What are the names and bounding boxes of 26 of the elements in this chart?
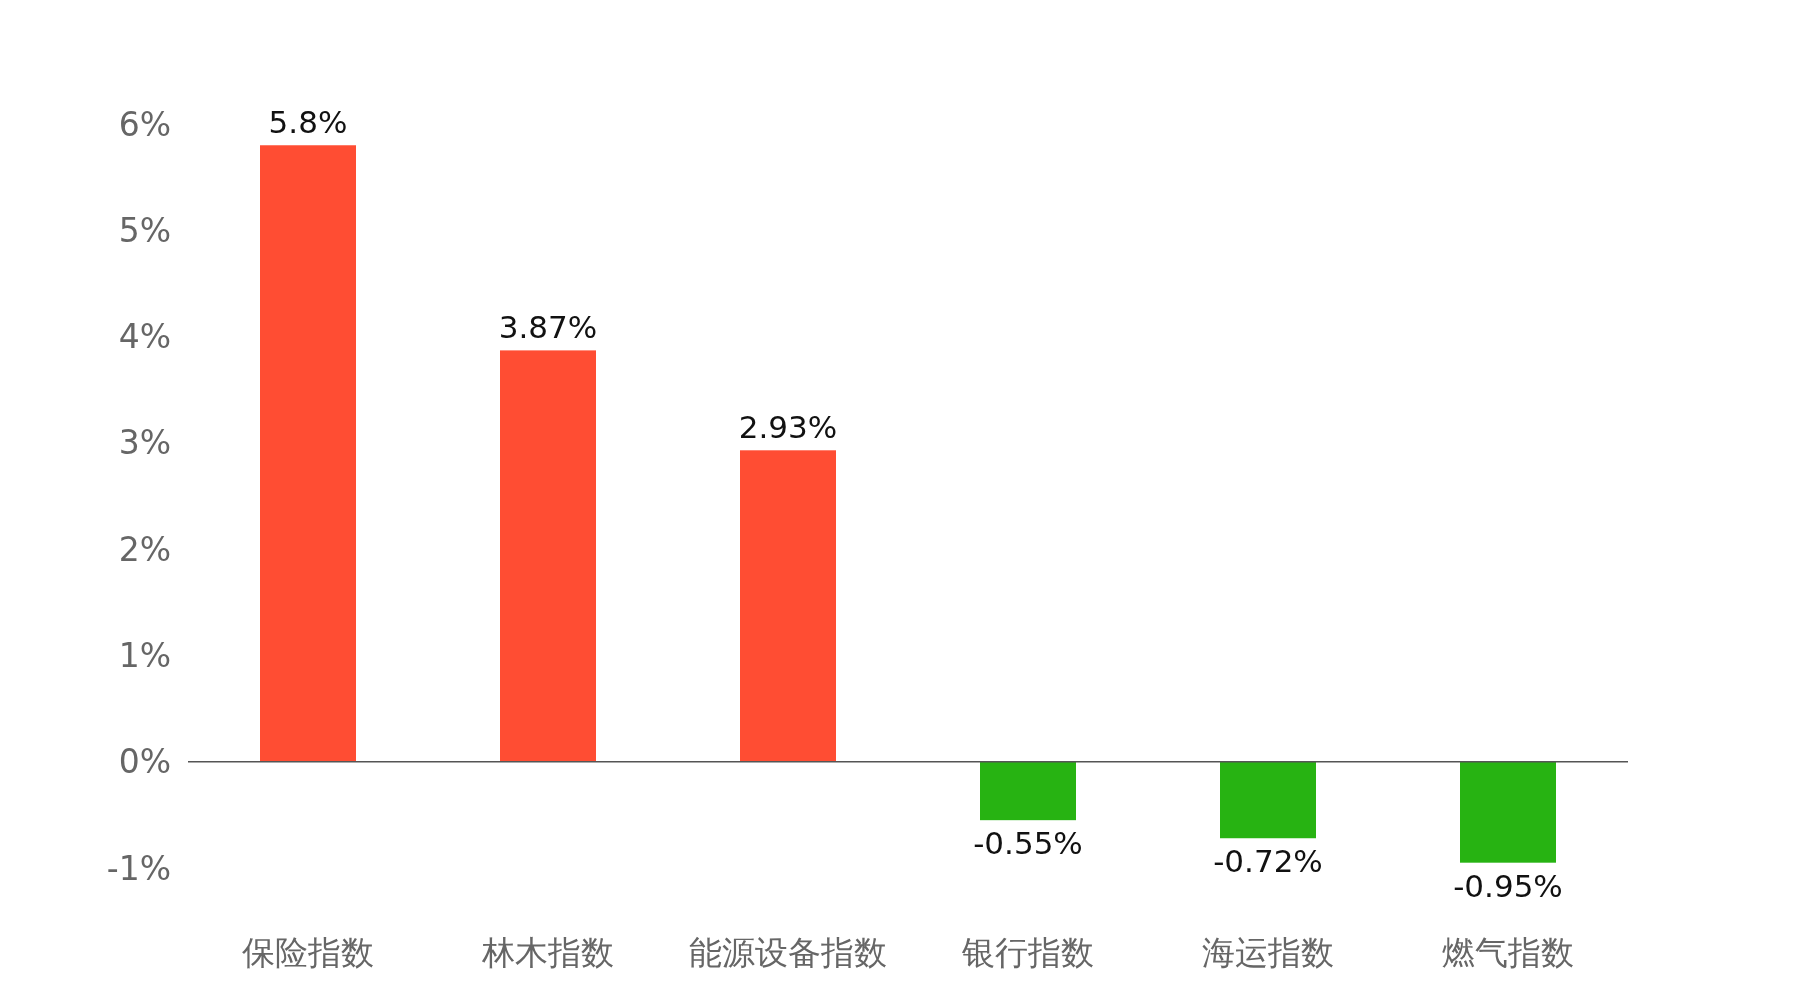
bar: [260, 145, 356, 762]
data-label: -0.95%: [1453, 867, 1563, 904]
x-tick-label: 能源设备指数: [689, 933, 887, 972]
x-tick-label: 林木指数: [481, 933, 614, 972]
y-tick-label: -1%: [106, 848, 171, 888]
data-label: 5.8%: [268, 104, 348, 141]
y-tick-label: 0%: [118, 742, 171, 782]
y-tick-label: 2%: [118, 529, 171, 569]
bar: [500, 350, 596, 762]
data-label: 2.93%: [738, 409, 838, 446]
bar: [1460, 761, 1556, 863]
y-tick-label: 4%: [118, 317, 171, 357]
data-label: -0.55%: [973, 825, 1083, 862]
bar: [1220, 761, 1316, 839]
y-tick-label: 3%: [118, 423, 171, 463]
x-tick-label: 海运指数: [1202, 933, 1334, 972]
bar: [980, 761, 1076, 821]
y-tick-label: 1%: [118, 635, 171, 675]
y-tick-label: 6%: [118, 104, 171, 144]
x-tick-label: 银行指数: [961, 933, 1094, 972]
bar: [740, 450, 836, 762]
x-tick-label: 保险指数: [242, 933, 374, 972]
x-tick-label: 燃气指数: [1442, 933, 1574, 972]
data-label: -0.72%: [1213, 843, 1323, 880]
y-tick-label: 5%: [118, 210, 171, 250]
data-label: 3.87%: [498, 309, 598, 346]
